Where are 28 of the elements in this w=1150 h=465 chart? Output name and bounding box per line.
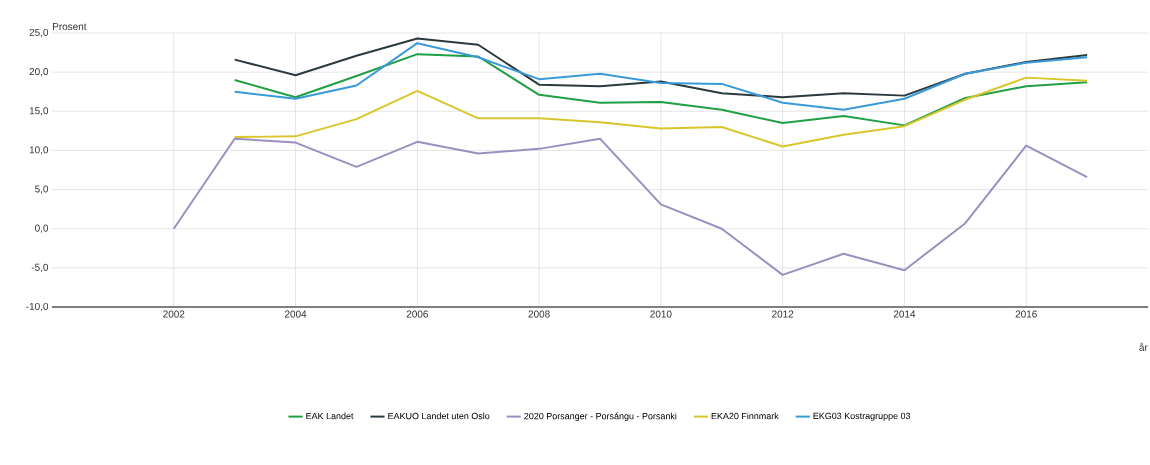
y-tick-label: 5,0 <box>35 185 49 194</box>
line-series <box>233 42 1089 111</box>
line-series <box>233 53 1089 127</box>
y-tick-label: 25,0 <box>29 28 49 38</box>
y-tick-label: 20,0 <box>29 68 49 77</box>
y-axis-title: Prosent <box>53 23 87 31</box>
legend-label: 2020 Porsanger - Porsángu - Porsanki <box>524 412 677 422</box>
y-tick-label: 10,0 <box>29 146 49 155</box>
line-series <box>233 76 1089 148</box>
legend-label: EAK Landet <box>306 412 354 420</box>
y-tick-label: 0,0 <box>35 224 49 233</box>
x-tick-label: 2012 <box>772 310 794 318</box>
y-tick-label: -5,0 <box>31 263 49 272</box>
x-tick-label: 2006 <box>406 310 428 318</box>
x-tick-label: 2002 <box>163 310 185 318</box>
x-tick-label: 2014 <box>893 310 916 318</box>
x-axis-title: år <box>1139 342 1148 351</box>
x-tick-label: 2010 <box>650 310 672 318</box>
legend-label: EKA20 Finnmark <box>711 412 779 420</box>
legend-label: EKG03 Kostragruppe 03 <box>813 412 911 421</box>
x-tick-label: 2008 <box>528 310 550 318</box>
line-series <box>172 137 1089 276</box>
y-tick-label: -10,0 <box>26 302 49 312</box>
legend-label: EAKUO Landet uten Oslo <box>388 412 490 420</box>
x-tick-label: 2016 <box>1015 310 1037 318</box>
x-tick-label: 2004 <box>284 310 307 318</box>
y-tick-label: 15,0 <box>29 107 49 116</box>
line-series <box>233 37 1089 99</box>
